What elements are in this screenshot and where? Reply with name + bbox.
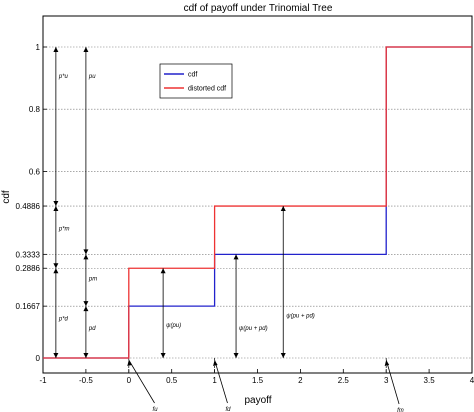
arrow-pu-star-head-bottom [53,201,59,207]
label-pu-star: p*u [58,74,69,80]
arrow-psi-pu-pd-head-bottom [233,353,239,358]
y-tick-label: 0 [36,354,41,363]
plot-frame [42,15,473,374]
arrow-psi-pu-head-top [160,268,166,274]
arrow-pd-star-head-bottom [53,353,59,358]
label-f-u: fu [153,407,159,412]
label-pd-star: p*d [58,317,69,323]
label-pm: pm [88,276,97,282]
label-psi-pu: ψ(pu) [166,323,181,329]
label-pm-star: p*m [58,226,70,232]
label-f-m-pointer-head [384,360,390,366]
label-f-m-pointer [385,359,400,405]
arrow-pu-head-bottom [83,249,89,255]
arrow-pm-star-head-bottom [53,263,59,269]
x-tick-label: 4 [470,376,474,385]
y-tick-label: 0.2886 [16,264,41,273]
legend-box [159,63,233,99]
label-f-u-pointer [128,359,155,404]
arrow-pm-star-head-top [53,206,59,212]
arrow-pd-head-top [83,306,89,312]
x-tick-label: 0 [127,376,132,385]
y-tick-label: 0.6 [29,167,41,176]
x-tick-label: 1 [212,376,217,385]
y-tick-label: 1 [36,43,41,52]
series-line-0 [43,46,472,359]
chart-title: cdf of payoff under Trinomial Tree [184,3,333,14]
y-tick-label: 0.8 [29,105,41,114]
arrow-psi-sum-head-bottom [280,353,286,358]
label-psi-pu-pd: ψ(pu + pd) [239,326,268,332]
label-f-d-pointer [214,359,228,404]
y-tick-label: 0.1667 [16,302,41,311]
x-tick-label: 2 [298,376,303,385]
plot-layer: 0 0.1667 0.2886 0.3333 0.4886 0.6 0.8 1 -1 -0.5 0 0… [16,15,474,412]
arrow-pu-star-head-top [53,47,59,52]
x-axis-label: payoff [244,395,271,406]
x-tick-label: 3.5 [424,376,436,385]
arrow-pd-head-bottom [83,353,89,358]
x-tick-label: 1.5 [252,376,264,385]
x-tick-label: 3 [384,376,389,385]
label-f-d: fd [225,407,231,412]
arrow-psi-pu-pd-head-top [233,254,239,260]
label-f-u-pointer-head [127,360,132,366]
legend-label: distorted cdf [188,86,226,93]
y-axis-label: cdf [1,190,12,204]
arrow-psi-sum-head-top [280,206,286,212]
series-line-1 [43,46,472,359]
label-psi-sum: ψ(pu + pd) [286,314,315,320]
x-tick-label: -0.5 [79,376,93,385]
label-f-d-pointer-head [213,360,218,366]
arrow-psi-pu-head-bottom [160,353,166,358]
arrow-pd-star-head-top [53,268,59,274]
label-pu: pu [88,74,96,80]
arrow-pu-head-top [83,47,89,52]
y-tick-label: 0.3333 [16,250,41,259]
x-tick-label: 2.5 [338,376,350,385]
x-tick-label: 0.5 [166,376,178,385]
arrow-pm-head-bottom [83,301,89,307]
legend-label: cdf [188,72,197,79]
label-pd: pd [88,326,96,332]
label-f-m: fm [397,408,404,412]
arrow-pm-head-top [83,254,89,260]
x-tick-label: -1 [39,376,47,385]
y-tick-label: 0.4886 [16,202,41,211]
